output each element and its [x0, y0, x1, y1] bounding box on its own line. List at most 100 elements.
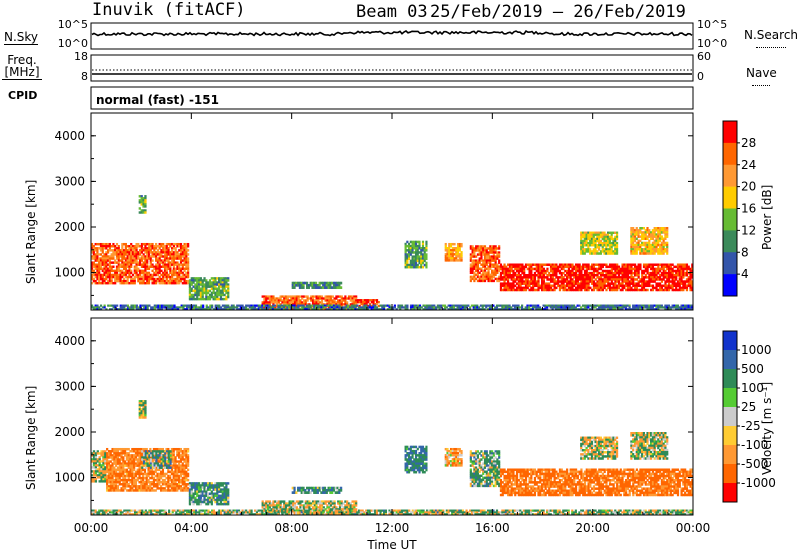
heatmap-cell [488, 308, 491, 311]
heatmap-cell [533, 278, 537, 281]
heatmap-cell [675, 284, 678, 288]
heatmap-cell [191, 308, 194, 311]
heatmap-cell [598, 267, 601, 271]
heatmap-cell [458, 308, 461, 311]
heatmap-cell [603, 278, 606, 281]
heatmap-cell [420, 253, 423, 256]
heatmap-cell [487, 279, 490, 283]
heatmap-cell [508, 306, 511, 309]
heatmap-cell [257, 304, 260, 307]
heatmap-cell [565, 306, 568, 309]
heatmap-cell [600, 274, 603, 277]
heatmap-cell [594, 246, 597, 249]
heatmap-cell [637, 284, 640, 288]
heatmap-cell [92, 247, 95, 250]
heatmap-cell [107, 275, 110, 279]
heatmap-cell [494, 257, 497, 260]
heatmap-cell [483, 263, 487, 266]
heatmap-cell [245, 308, 248, 311]
heatmap-cell [460, 259, 463, 262]
heatmap-cell [562, 271, 565, 275]
heatmap-cell [580, 233, 583, 237]
heatmap-cell [194, 285, 197, 288]
heatmap-cell [110, 281, 113, 285]
heatmap-cell [460, 251, 463, 254]
heatmap-cell [144, 201, 147, 204]
heatmap-cell [329, 303, 333, 306]
heatmap-cell [501, 276, 504, 279]
heatmap-cell [483, 253, 487, 256]
heatmap-cell [591, 288, 594, 292]
heatmap-cell [539, 271, 542, 275]
heatmap-cell [101, 261, 104, 264]
heatmap-cell [362, 300, 365, 304]
heatmap-cell [608, 248, 611, 251]
heatmap-cell [110, 253, 113, 256]
heatmap-cell [414, 253, 418, 256]
heatmap-cell [199, 297, 202, 301]
heatmap-cell [607, 269, 610, 273]
heatmap-cell [678, 276, 681, 279]
heatmap-cell [214, 285, 217, 288]
heatmap-cell [660, 284, 663, 288]
heatmap-cell [139, 279, 142, 283]
heatmap-cell [673, 274, 676, 277]
heatmap-cell [101, 275, 104, 279]
heatmap-cell [334, 286, 337, 289]
heatmap-cell [635, 267, 638, 271]
heatmap-cell [156, 245, 159, 248]
heatmap-cell [530, 278, 533, 281]
heatmap-cell [503, 263, 506, 266]
heatmap-cell [471, 247, 474, 250]
heatmap-cell [350, 306, 353, 309]
heatmap-cell [449, 249, 453, 252]
heatmap-cell [174, 281, 177, 285]
heatmap-cell [664, 248, 667, 251]
heatmap-cell [639, 267, 642, 271]
heatmap-cell [146, 259, 149, 262]
heatmap-cell [601, 235, 604, 239]
heatmap-cell [128, 259, 131, 262]
heatmap-cell [141, 308, 144, 311]
heatmap-cell [158, 245, 161, 248]
heatmap-cell [553, 265, 556, 269]
heatmap-cell [625, 274, 628, 277]
heatmap-cell [311, 286, 314, 289]
heatmap-cell [608, 265, 612, 269]
heatmap-cell [496, 271, 499, 275]
heatmap-cell [505, 288, 508, 292]
heatmap-cell [219, 297, 223, 301]
heatmap-cell [587, 263, 590, 266]
heatmap-cell [582, 286, 585, 290]
heatmap-cell [420, 251, 423, 254]
heatmap-cell [494, 273, 497, 277]
heatmap-cell [646, 271, 649, 275]
heatmap-cell [658, 239, 662, 243]
heatmap-cell [275, 301, 279, 304]
heatmap-cell [574, 267, 578, 271]
heatmap-cell [637, 269, 640, 273]
heatmap-cell [128, 249, 131, 252]
heatmap-cell [538, 306, 542, 309]
heatmap-cell [160, 269, 163, 273]
heatmap-cell [641, 250, 644, 253]
heatmap-cell [404, 242, 407, 246]
heatmap-cell [480, 253, 483, 256]
nsky-panel-frame [90, 22, 694, 50]
heatmap-cell [476, 253, 480, 256]
heatmap-cell [133, 249, 136, 252]
heatmap-cell [648, 274, 651, 277]
heatmap-cell [266, 297, 270, 300]
heatmap-cell [478, 277, 481, 281]
heatmap-cell [684, 286, 687, 290]
heatmap-cell [176, 271, 179, 275]
heatmap-cell [491, 249, 494, 252]
heatmap-cell [658, 252, 662, 255]
heatmap-cell [227, 289, 230, 293]
heatmap-cell [685, 267, 689, 271]
heatmap-cell [512, 271, 515, 275]
heatmap-cell [216, 283, 219, 286]
heatmap-cell [144, 245, 147, 248]
heatmap-cell [637, 280, 640, 283]
heatmap-cell [680, 304, 683, 307]
